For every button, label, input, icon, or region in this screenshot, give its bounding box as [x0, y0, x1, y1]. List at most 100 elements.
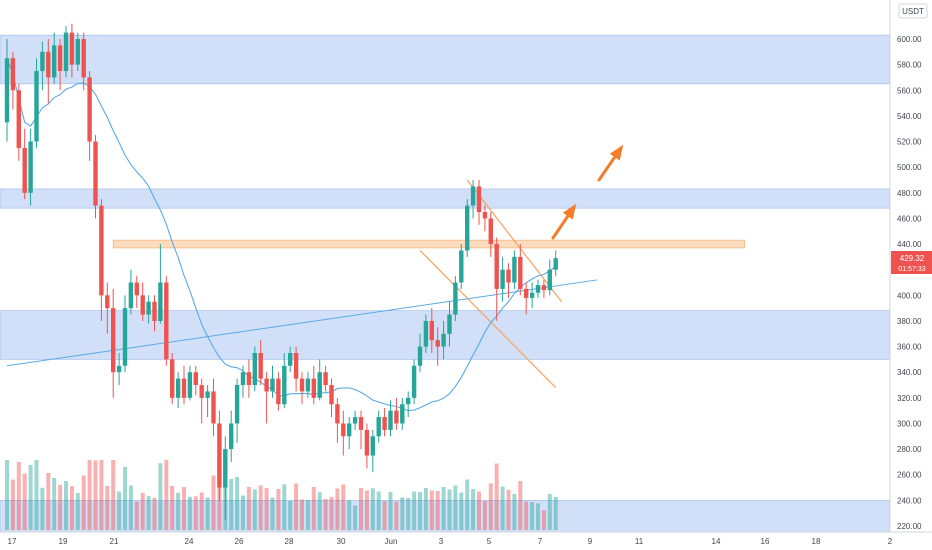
- candle-body: [364, 429, 370, 456]
- candle-body: [258, 352, 263, 379]
- volume-bar: [134, 501, 139, 530]
- forecast-arrow-2: [597, 144, 624, 182]
- volume-bar: [364, 490, 369, 530]
- time-tick-label: 28: [285, 537, 294, 546]
- candle: [211, 378, 216, 437]
- candle: [288, 346, 293, 373]
- candle-body: [134, 282, 139, 296]
- volume-bar: [111, 460, 116, 530]
- volume-bar: [311, 487, 316, 530]
- volume-bar: [394, 501, 399, 530]
- candle-body: [223, 449, 228, 488]
- volume-bar: [553, 497, 558, 530]
- candle: [465, 199, 470, 257]
- volume-bar: [388, 491, 393, 530]
- candle: [229, 410, 234, 462]
- candle: [429, 308, 434, 353]
- candle-body: [299, 378, 305, 392]
- time-tick-labels: 17 19 21 24 26 28 30 Jun 3 5 7 9 11 14 16 18 2: [8, 537, 893, 546]
- candle: [529, 282, 535, 309]
- volume-bar: [305, 500, 310, 530]
- price-tick-label: 560.00: [897, 86, 922, 95]
- candle: [358, 410, 364, 450]
- volume-bar: [176, 492, 181, 530]
- candle-body: [40, 51, 45, 72]
- candle-body: [482, 212, 488, 219]
- moving-average-line: [6, 58, 557, 412]
- candle: [240, 365, 246, 398]
- candle: [193, 365, 198, 396]
- price-tick-label: 220.00: [897, 522, 922, 531]
- volume-bar: [205, 497, 210, 530]
- volume-bar: [64, 481, 68, 530]
- volume-bar: [99, 460, 104, 530]
- currency-badge[interactable]: USDT: [898, 3, 928, 19]
- candle: [270, 365, 275, 398]
- volume-bar: [518, 481, 523, 530]
- volume-bar: [435, 491, 440, 530]
- volume-bar: [376, 491, 381, 530]
- candle-body: [352, 417, 358, 424]
- candle: [116, 352, 122, 386]
- candle-body: [93, 141, 98, 206]
- candle-body: [453, 282, 458, 315]
- candle: [329, 378, 334, 418]
- candle: [146, 295, 151, 324]
- candle: [40, 41, 45, 91]
- volume-bar: [400, 497, 405, 530]
- candle: [140, 282, 145, 321]
- candle-body: [447, 314, 452, 334]
- candle: [105, 282, 110, 334]
- price-tick-label: 600.00: [897, 35, 922, 44]
- candle: [264, 372, 269, 424]
- time-tick-label: 26: [235, 537, 244, 546]
- candle-body: [406, 397, 411, 405]
- volume-bar: [5, 460, 9, 530]
- volume-bar: [471, 489, 476, 530]
- time-tick-label: 16: [761, 537, 770, 546]
- candle-body: [146, 301, 151, 315]
- candle: [217, 410, 222, 501]
- price-tick-label: 580.00: [897, 61, 922, 70]
- candle: [69, 23, 75, 78]
- candle-body: [494, 244, 499, 289]
- candle-body: [87, 77, 92, 142]
- candle: [482, 205, 488, 232]
- candle-body: [4, 58, 10, 123]
- volume-bar: [282, 484, 287, 530]
- candle: [553, 250, 558, 277]
- candle: [46, 39, 51, 104]
- candle-body: [10, 58, 16, 91]
- price-tick-label: 460.00: [897, 214, 922, 223]
- candle: [535, 279, 541, 298]
- candle-body: [81, 39, 86, 78]
- candle-body: [411, 365, 417, 398]
- volume-bar: [276, 489, 281, 530]
- candle: [488, 212, 493, 257]
- candle: [335, 397, 340, 443]
- time-tick-label: 17: [8, 537, 17, 546]
- volume-bar: [347, 500, 352, 530]
- candle-body: [193, 372, 198, 386]
- time-axis[interactable]: 17 19 21 24 26 28 30 Jun 3 5 7 9 11 14 16 18 2: [0, 531, 932, 550]
- candle: [81, 32, 86, 91]
- ascending-trendline: [6, 279, 598, 367]
- candle-body: [388, 410, 393, 430]
- candle-body: [376, 417, 381, 437]
- volume-bar: [146, 496, 151, 530]
- channel-upper-line: [466, 179, 563, 303]
- volume-bar: [482, 501, 487, 530]
- candle: [394, 397, 399, 430]
- candle-body: [69, 32, 75, 65]
- candle: [276, 372, 281, 411]
- volume-bar: [93, 460, 98, 530]
- candle: [512, 250, 517, 289]
- time-tick-label: 14: [712, 537, 721, 546]
- price-axis[interactable]: 600.00 580.00 560.00 540.00 520.00 500.00 480.…: [889, 0, 932, 532]
- candle: [22, 128, 27, 200]
- price-tick-label: 340.00: [897, 368, 922, 377]
- candle-body: [187, 372, 193, 398]
- candle: [258, 340, 263, 386]
- volume-bar: [140, 493, 145, 530]
